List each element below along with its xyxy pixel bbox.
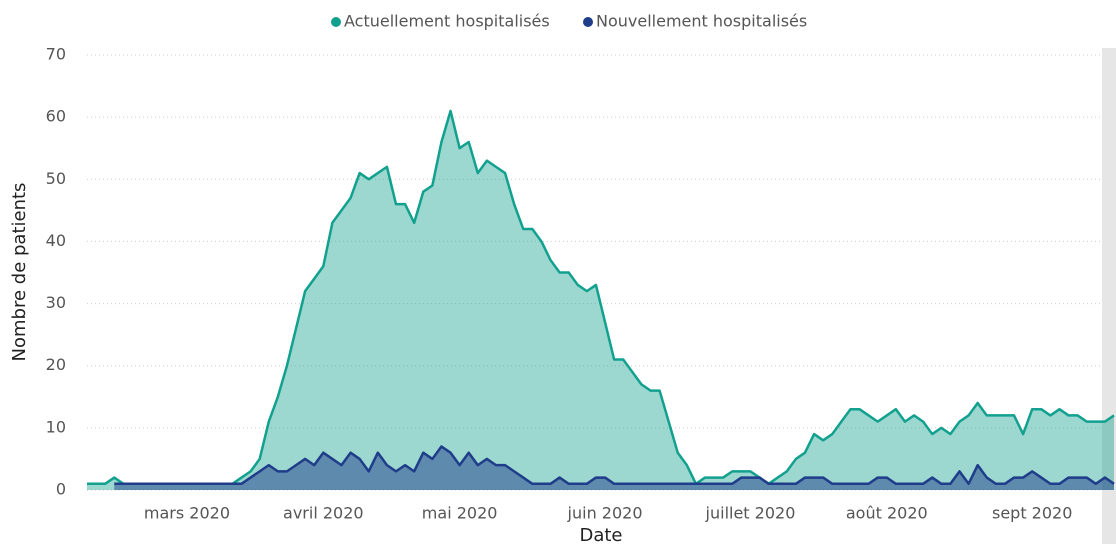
y-tick-label: 0 bbox=[56, 480, 66, 499]
y-tick-label: 30 bbox=[46, 293, 66, 312]
x-tick-label: juillet 2020 bbox=[705, 504, 796, 523]
x-tick-label: juin 2020 bbox=[567, 504, 643, 523]
y-axis-title: Nombre de patients bbox=[9, 183, 30, 362]
area-fill bbox=[114, 446, 1114, 490]
legend-label: Nouvellement hospitalisés bbox=[596, 12, 807, 31]
legend-marker bbox=[583, 17, 593, 27]
y-tick-label: 40 bbox=[46, 231, 66, 250]
area-line bbox=[114, 445, 1115, 486]
area-line bbox=[87, 109, 1115, 486]
x-tick-label: mai 2020 bbox=[422, 504, 498, 523]
x-tick-label: mars 2020 bbox=[144, 504, 230, 523]
y-tick-label: 70 bbox=[46, 45, 66, 64]
x-tick-label: avril 2020 bbox=[283, 504, 364, 523]
x-tick-label: sept 2020 bbox=[992, 504, 1072, 523]
x-tick-label: août 2020 bbox=[846, 504, 928, 523]
area-fill bbox=[87, 110, 1114, 490]
y-tick-label: 50 bbox=[46, 169, 66, 188]
x-axis-title: Date bbox=[579, 525, 622, 544]
legend-label: Actuellement hospitalisés bbox=[344, 12, 550, 31]
legend-marker bbox=[331, 17, 341, 27]
y-tick-label: 60 bbox=[46, 107, 66, 126]
y-tick-label: 20 bbox=[46, 355, 66, 374]
y-tick-label: 10 bbox=[46, 417, 66, 436]
